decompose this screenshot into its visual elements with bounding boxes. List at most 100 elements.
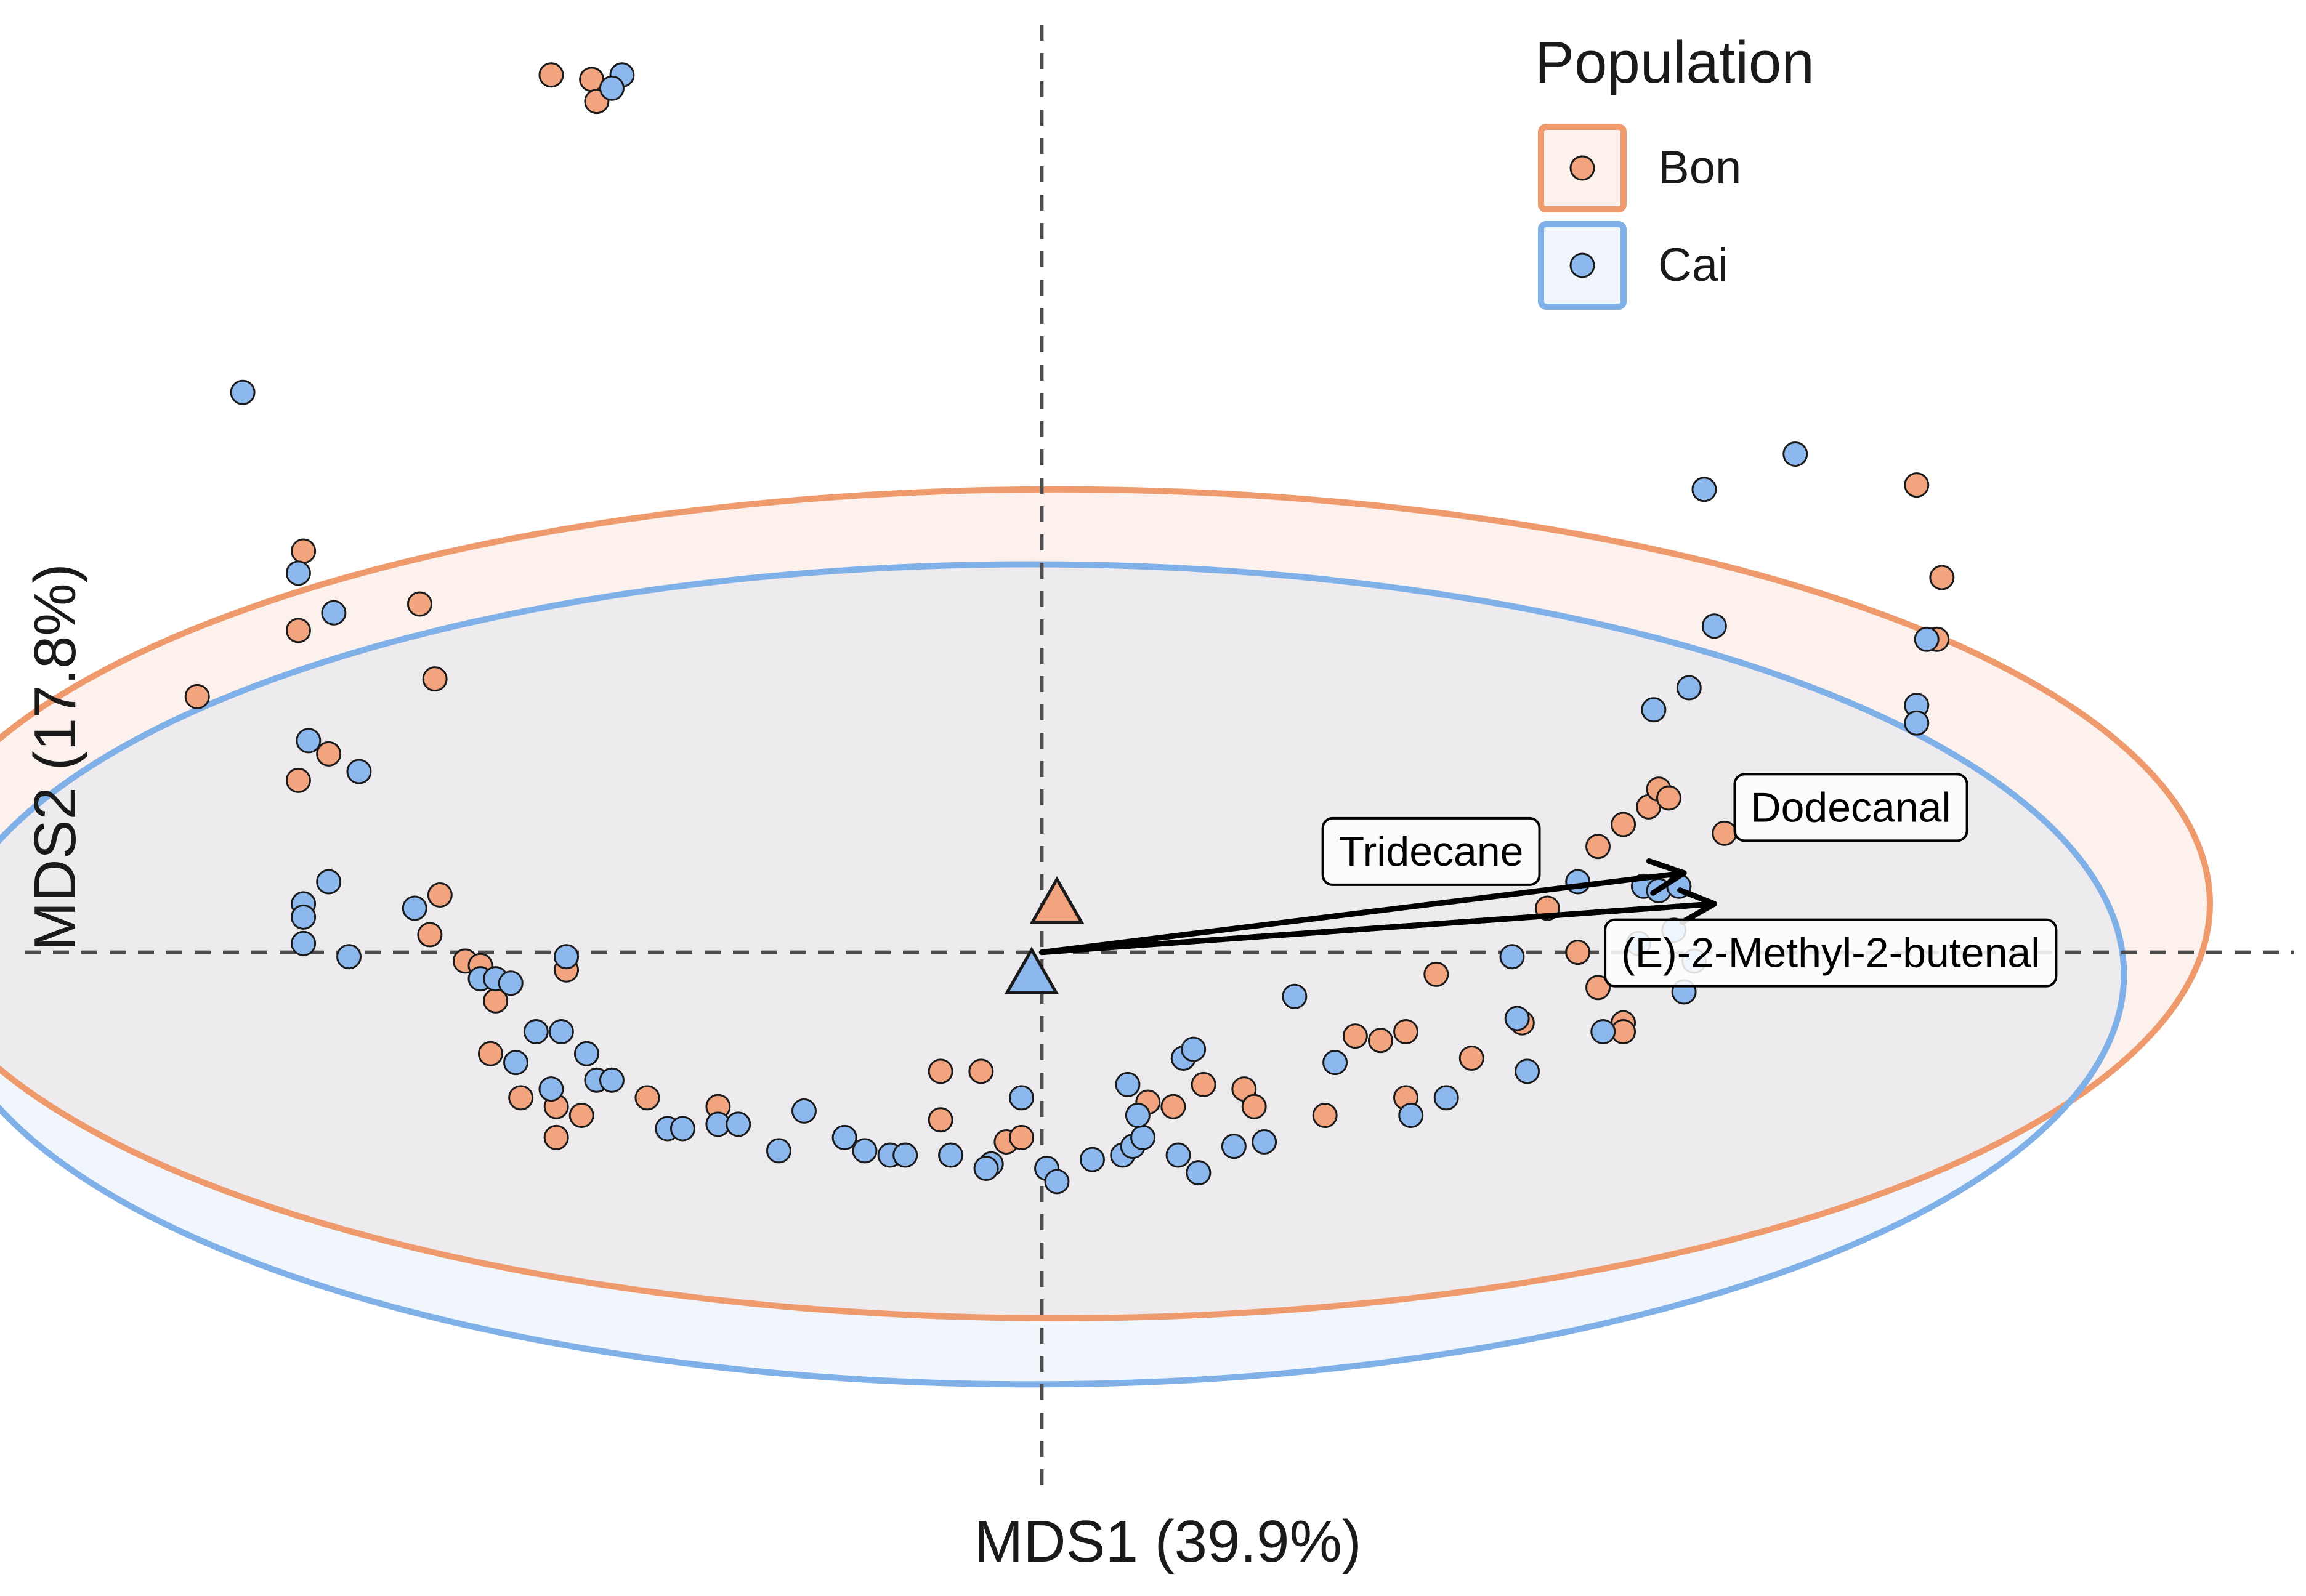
point-bon	[543, 1124, 569, 1150]
point-cai	[523, 1018, 549, 1044]
point-cai	[230, 379, 256, 405]
point-cai	[1079, 1147, 1105, 1172]
point-cai	[1115, 1071, 1141, 1097]
point-cai	[1676, 675, 1702, 701]
point-bon	[407, 591, 432, 617]
point-bon	[1241, 1094, 1267, 1119]
vector-label: Dodecanal	[1733, 773, 1968, 842]
point-bon	[1367, 1028, 1393, 1054]
point-bon	[427, 882, 453, 908]
point-bon	[184, 683, 210, 709]
legend-label-bon: Bon	[1658, 142, 1741, 194]
point-bon	[1009, 1124, 1035, 1150]
point-bon	[1656, 785, 1681, 811]
point-cai	[321, 600, 347, 626]
point-bon	[1191, 1071, 1216, 1097]
point-cai	[1125, 1103, 1151, 1129]
vector-label-text: Tridecane	[1339, 828, 1524, 875]
legend-marker-cai	[1569, 252, 1595, 278]
centroid-cai	[1004, 946, 1059, 994]
ellipse-outline-cai	[0, 561, 2127, 1388]
vector-label-box	[1733, 773, 1968, 842]
vector-label-box	[1604, 918, 2058, 988]
legend-title: Population	[1535, 30, 1814, 95]
vector-labels-layer: Tridecane Dodecanal (E)-2-Methyl-2-butenal	[1321, 773, 2058, 988]
points-layer	[184, 62, 1955, 1195]
point-cai	[1433, 1085, 1459, 1111]
point-cai	[1565, 869, 1591, 895]
point-cai	[1282, 983, 1308, 1009]
point-bon	[1312, 1103, 1338, 1129]
point-cai	[1499, 944, 1525, 970]
point-cai	[498, 970, 524, 996]
point-cai	[1165, 1142, 1191, 1168]
point-cai	[1515, 1058, 1540, 1084]
vector-label-text: Dodecanal	[1750, 784, 1951, 831]
point-cai	[402, 895, 427, 921]
point-bon	[422, 666, 448, 692]
legend: Population Bon Cai	[1535, 30, 1814, 310]
point-cai	[1641, 697, 1667, 723]
vector-label-box	[1321, 816, 1541, 886]
point-cai	[285, 560, 311, 586]
point-cai	[726, 1111, 751, 1137]
point-cai	[1398, 1103, 1424, 1129]
point-bon	[1393, 1018, 1419, 1044]
legend-marker-bon	[1569, 155, 1595, 181]
point-cai	[336, 944, 362, 970]
x-axis-label: MDS1 (39.9%)	[974, 1509, 1362, 1574]
point-bon	[1423, 961, 1449, 987]
vector-line	[1038, 870, 1687, 956]
point-bon	[1712, 820, 1738, 846]
point-cai	[599, 1067, 625, 1093]
point-cai	[1590, 1018, 1616, 1044]
point-cai	[573, 1041, 599, 1066]
vector-line	[1038, 901, 1717, 956]
point-cai	[599, 75, 625, 101]
point-bon	[1565, 940, 1591, 965]
point-cai	[1221, 1134, 1247, 1159]
ellipse-outline-bon	[0, 486, 2213, 1321]
point-bon	[417, 922, 443, 948]
point-bon	[291, 538, 317, 564]
point-cai	[831, 1124, 857, 1150]
vector-label-text: (E)-2-Methyl-2-butenal	[1621, 930, 2040, 977]
point-cai	[296, 728, 322, 754]
legend-label-cai: Cai	[1658, 239, 1728, 291]
point-cai	[503, 1050, 528, 1076]
point-cai	[973, 1155, 999, 1181]
point-cai	[1691, 477, 1717, 502]
point-cai	[1044, 1169, 1070, 1195]
point-cai	[852, 1138, 878, 1164]
point-cai	[1181, 1036, 1207, 1062]
point-bon	[285, 767, 311, 793]
point-cai	[1904, 710, 1930, 736]
point-bon	[316, 741, 342, 767]
reference-lines	[25, 25, 2294, 1490]
point-cai	[346, 759, 372, 784]
point-cai	[1914, 626, 1940, 652]
point-cai	[1322, 1050, 1348, 1076]
vector-label: (E)-2-Methyl-2-butenal	[1604, 918, 2058, 988]
point-bon	[928, 1058, 953, 1084]
point-bon	[1458, 1045, 1484, 1071]
point-cai	[1130, 1124, 1156, 1150]
point-bon	[1904, 472, 1930, 498]
point-cai	[791, 1098, 817, 1124]
vector-arrowhead	[1677, 887, 1717, 925]
point-cai	[538, 1076, 564, 1102]
point-bon	[1611, 812, 1636, 837]
point-cai	[554, 944, 580, 970]
point-bon	[1585, 834, 1611, 860]
centroid-bon	[1029, 876, 1085, 924]
centroids-layer	[1004, 876, 1085, 994]
point-bon	[1160, 1094, 1186, 1119]
point-cai	[1009, 1085, 1035, 1111]
point-cai	[316, 869, 342, 895]
point-bon	[285, 618, 311, 643]
point-cai	[548, 1018, 574, 1044]
point-cai	[291, 904, 317, 930]
point-bon	[1929, 565, 1955, 590]
vector-label: Tridecane	[1321, 816, 1541, 886]
